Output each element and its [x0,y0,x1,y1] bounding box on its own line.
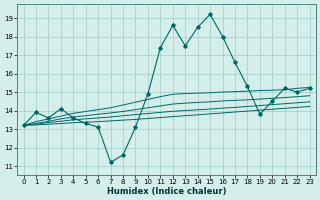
X-axis label: Humidex (Indice chaleur): Humidex (Indice chaleur) [107,187,226,196]
